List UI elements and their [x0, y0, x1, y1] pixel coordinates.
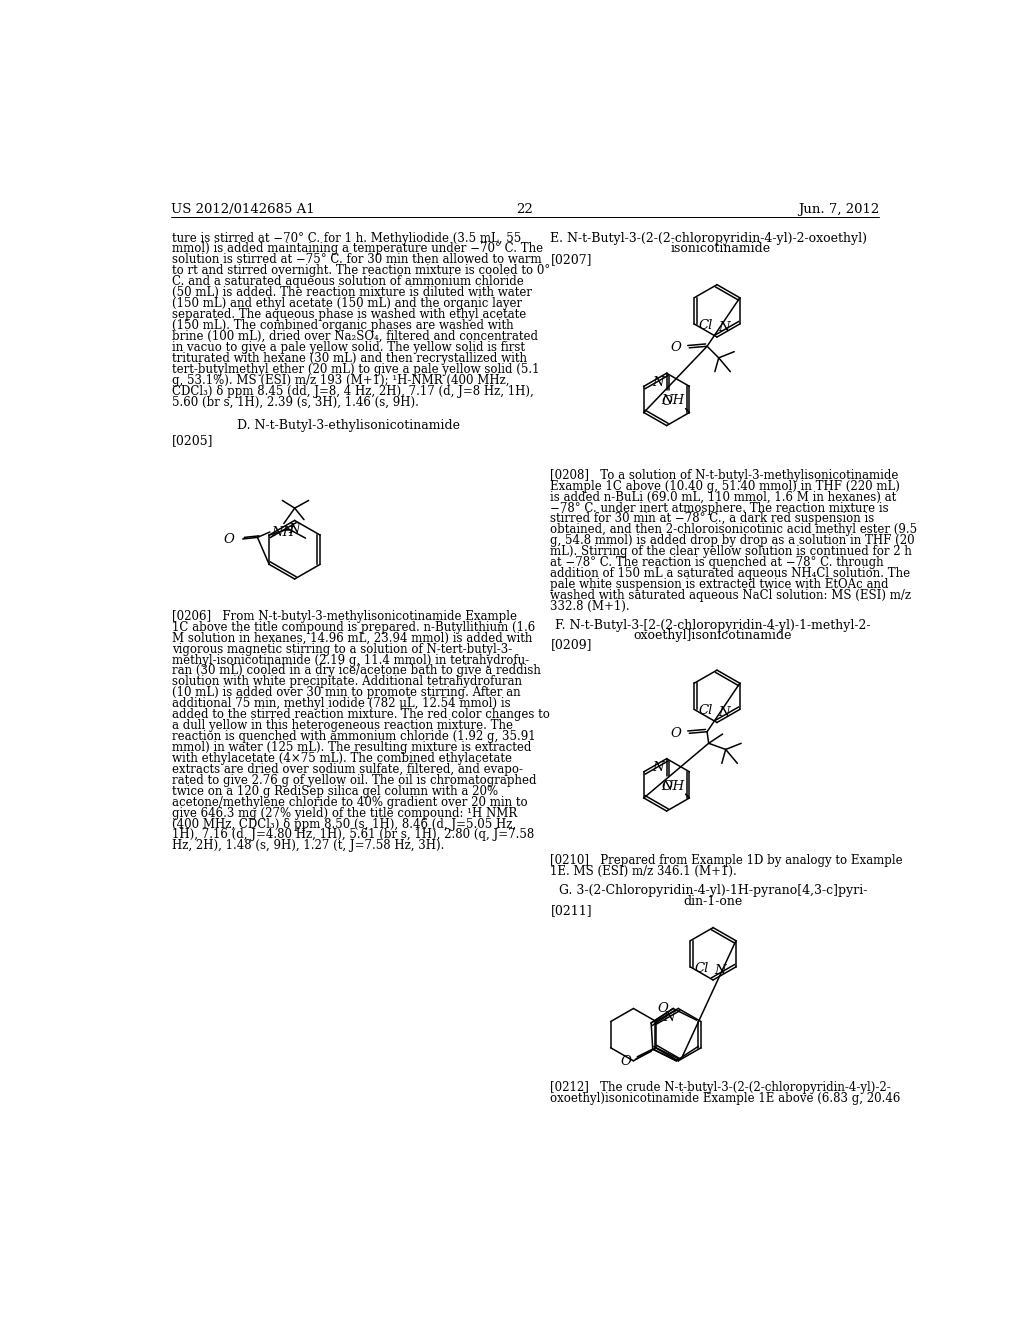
Text: O: O — [662, 780, 672, 793]
Text: O: O — [671, 342, 682, 354]
Text: (150 mL). The combined organic phases are washed with: (150 mL). The combined organic phases ar… — [172, 319, 514, 333]
Text: −78° C. under inert atmosphere. The reaction mixture is: −78° C. under inert atmosphere. The reac… — [550, 502, 889, 515]
Text: NH: NH — [660, 780, 684, 792]
Text: pale white suspension is extracted twice with EtOAc and: pale white suspension is extracted twice… — [550, 578, 889, 591]
Text: N: N — [288, 523, 300, 536]
Text: 332.8 (M+1).: 332.8 (M+1). — [550, 599, 630, 612]
Text: 1H), 7.16 (d, J=4.80 Hz, 1H), 5.61 (br s, 1H), 2.80 (q, J=7.58: 1H), 7.16 (d, J=4.80 Hz, 1H), 5.61 (br s… — [172, 829, 535, 841]
Text: D. N-t-Butyl-3-ethylisonicotinamide: D. N-t-Butyl-3-ethylisonicotinamide — [238, 418, 461, 432]
Text: 5.60 (br s, 1H), 2.39 (s, 3H), 1.46 (s, 9H).: 5.60 (br s, 1H), 2.39 (s, 3H), 1.46 (s, … — [172, 396, 419, 409]
Text: addition of 150 mL a saturated aqueous NH₄Cl solution. The: addition of 150 mL a saturated aqueous N… — [550, 568, 910, 579]
Text: M solution in hexanes, 14.96 mL, 23.94 mmol) is added with: M solution in hexanes, 14.96 mL, 23.94 m… — [172, 632, 532, 644]
Text: (50 mL) is added. The reaction mixture is diluted with water: (50 mL) is added. The reaction mixture i… — [172, 286, 532, 300]
Text: [0206]   From N-t-butyl-3-methylisonicotinamide Example: [0206] From N-t-butyl-3-methylisonicotin… — [172, 610, 517, 623]
Text: N: N — [652, 376, 664, 388]
Text: N: N — [652, 762, 664, 774]
Text: G. 3-(2-Chloropyridin-4-yl)-1H-pyrano[4,3-c]pyri-: G. 3-(2-Chloropyridin-4-yl)-1H-pyrano[4,… — [559, 884, 867, 896]
Text: triturated with hexane (30 mL) and then recrystallized with: triturated with hexane (30 mL) and then … — [172, 352, 527, 364]
Text: stirred for 30 min at −78° C., a dark red suspension is: stirred for 30 min at −78° C., a dark re… — [550, 512, 874, 525]
Text: separated. The aqueous phase is washed with ethyl acetate: separated. The aqueous phase is washed w… — [172, 308, 526, 321]
Text: Hz, 2H), 1.48 (s, 9H), 1.27 (t, J=7.58 Hz, 3H).: Hz, 2H), 1.48 (s, 9H), 1.27 (t, J=7.58 H… — [172, 840, 444, 853]
Text: vigorous magnetic stirring to a solution of N-tert-butyl-3-: vigorous magnetic stirring to a solution… — [172, 643, 512, 656]
Text: ture is stirred at −70° C. for 1 h. Methyliodide (3.5 mL, 55: ture is stirred at −70° C. for 1 h. Meth… — [172, 231, 521, 244]
Text: Cl: Cl — [694, 962, 709, 975]
Text: C. and a saturated aqueous solution of ammonium chloride: C. and a saturated aqueous solution of a… — [172, 276, 524, 288]
Text: Example 1C above (10.40 g, 51.40 mmol) in THF (220 mL): Example 1C above (10.40 g, 51.40 mmol) i… — [550, 479, 900, 492]
Text: CDCl₃) δ ppm 8.45 (dd, J=8, 4 Hz, 2H), 7.17 (d, J=8 Hz, 1H),: CDCl₃) δ ppm 8.45 (dd, J=8, 4 Hz, 2H), 7… — [172, 384, 534, 397]
Text: N: N — [715, 964, 726, 977]
Text: O: O — [657, 1002, 669, 1015]
Text: added to the stirred reaction mixture. The red color changes to: added to the stirred reaction mixture. T… — [172, 708, 550, 721]
Text: O: O — [671, 727, 682, 739]
Text: washed with saturated aqueous NaCl solution: MS (ESI) m/z: washed with saturated aqueous NaCl solut… — [550, 589, 911, 602]
Text: N: N — [664, 1011, 675, 1024]
Text: N: N — [719, 706, 730, 719]
Text: reaction is quenched with ammonium chloride (1.92 g, 35.91: reaction is quenched with ammonium chlor… — [172, 730, 536, 743]
Text: [0208]   To a solution of N-t-butyl-3-methylisonicotinamide: [0208] To a solution of N-t-butyl-3-meth… — [550, 469, 899, 482]
Text: oxoethyl)isonicotinamide Example 1E above (6.83 g, 20.46: oxoethyl)isonicotinamide Example 1E abov… — [550, 1092, 901, 1105]
Text: oxoethyl]isonicotinamide: oxoethyl]isonicotinamide — [634, 630, 793, 643]
Text: [0211]: [0211] — [550, 904, 592, 917]
Text: obtained, and then 2-chloroisonicotinic acid methyl ester (9.5: obtained, and then 2-chloroisonicotinic … — [550, 524, 918, 536]
Text: O: O — [223, 533, 234, 546]
Text: with ethylacetate (4×75 mL). The combined ethylacetate: with ethylacetate (4×75 mL). The combine… — [172, 752, 512, 764]
Text: Jun. 7, 2012: Jun. 7, 2012 — [798, 203, 879, 216]
Text: mmol) in water (125 mL). The resulting mixture is extracted: mmol) in water (125 mL). The resulting m… — [172, 741, 531, 754]
Text: N: N — [719, 321, 730, 334]
Text: (150 mL) and ethyl acetate (150 mL) and the organic layer: (150 mL) and ethyl acetate (150 mL) and … — [172, 297, 522, 310]
Text: NH: NH — [271, 525, 295, 539]
Text: 22: 22 — [516, 203, 534, 216]
Text: isonicotinamide: isonicotinamide — [671, 243, 771, 256]
Text: F. N-t-Butyl-3-[2-(2-chloropyridin-4-yl)-1-methyl-2-: F. N-t-Butyl-3-[2-(2-chloropyridin-4-yl)… — [555, 619, 870, 631]
Text: g, 54.8 mmol) is added drop by drop as a solution in THF (20: g, 54.8 mmol) is added drop by drop as a… — [550, 535, 915, 548]
Text: is added n-BuLi (69.0 mL, 110 mmol, 1.6 M in hexanes) at: is added n-BuLi (69.0 mL, 110 mmol, 1.6 … — [550, 491, 897, 503]
Text: ran (30 mL) cooled in a dry ice/acetone bath to give a reddish: ran (30 mL) cooled in a dry ice/acetone … — [172, 664, 541, 677]
Text: mmol) is added maintaining a temperature under −70° C. The: mmol) is added maintaining a temperature… — [172, 243, 544, 256]
Text: 1C above the title compound is prepared. n-Butyllithium (1.6: 1C above the title compound is prepared.… — [172, 620, 536, 634]
Text: methyl-isonicotinamide (2.19 g, 11.4 mmol) in tetrahydrofu-: methyl-isonicotinamide (2.19 g, 11.4 mmo… — [172, 653, 529, 667]
Text: Cl: Cl — [698, 319, 713, 333]
Text: to rt and stirred overnight. The reaction mixture is cooled to 0°: to rt and stirred overnight. The reactio… — [172, 264, 551, 277]
Text: Cl: Cl — [698, 705, 713, 718]
Text: a dull yellow in this heterogeneous reaction mixture. The: a dull yellow in this heterogeneous reac… — [172, 719, 513, 733]
Text: US 2012/0142685 A1: US 2012/0142685 A1 — [171, 203, 314, 216]
Text: E. N-t-Butyl-3-(2-(2-chloropyridin-4-yl)-2-oxoethyl): E. N-t-Butyl-3-(2-(2-chloropyridin-4-yl)… — [550, 231, 867, 244]
Text: give 646.3 mg (27% yield) of the title compound: ¹H NMR: give 646.3 mg (27% yield) of the title c… — [172, 807, 517, 820]
Text: (400 MHz, CDCl₃) δ ppm 8.50 (s, 1H), 8.46 (d, J=5.05 Hz,: (400 MHz, CDCl₃) δ ppm 8.50 (s, 1H), 8.4… — [172, 817, 516, 830]
Text: at −78° C. The reaction is quenched at −78° C. through: at −78° C. The reaction is quenched at −… — [550, 556, 884, 569]
Text: solution is stirred at −75° C. for 30 min then allowed to warm: solution is stirred at −75° C. for 30 mi… — [172, 253, 542, 267]
Text: mL). Stirring of the clear yellow solution is continued for 2 h: mL). Stirring of the clear yellow soluti… — [550, 545, 912, 558]
Text: twice on a 120 g RediSep silica gel column with a 20%: twice on a 120 g RediSep silica gel colu… — [172, 784, 499, 797]
Text: rated to give 2.76 g of yellow oil. The oil is chromatographed: rated to give 2.76 g of yellow oil. The … — [172, 774, 537, 787]
Text: acetone/methylene chloride to 40% gradient over 20 min to: acetone/methylene chloride to 40% gradie… — [172, 796, 527, 809]
Text: O: O — [621, 1055, 631, 1068]
Text: additional 75 min, methyl iodide (782 μL, 12.54 mmol) is: additional 75 min, methyl iodide (782 μL… — [172, 697, 511, 710]
Text: g, 53.1%). MS (ESI) m/z 193 (M+1); ¹H-NMR (400 MHz,: g, 53.1%). MS (ESI) m/z 193 (M+1); ¹H-NM… — [172, 374, 510, 387]
Text: [0205]: [0205] — [172, 434, 214, 447]
Text: O: O — [662, 395, 672, 408]
Text: [0207]: [0207] — [550, 253, 592, 267]
Text: NH: NH — [660, 395, 684, 407]
Text: 1E. MS (ESI) m/z 346.1 (M+1).: 1E. MS (ESI) m/z 346.1 (M+1). — [550, 865, 737, 878]
Text: (10 mL) is added over 30 min to promote stirring. After an: (10 mL) is added over 30 min to promote … — [172, 686, 521, 700]
Text: [0209]: [0209] — [550, 639, 592, 652]
Text: brine (100 mL), dried over Na₂SO₄, filtered and concentrated: brine (100 mL), dried over Na₂SO₄, filte… — [172, 330, 539, 343]
Text: extracts are dried over sodium sulfate, filtered, and evapo-: extracts are dried over sodium sulfate, … — [172, 763, 523, 776]
Text: [0210]   Prepared from Example 1D by analogy to Example: [0210] Prepared from Example 1D by analo… — [550, 854, 903, 867]
Text: [0212]   The crude N-t-butyl-3-(2-(2-chloropyridin-4-yl)-2-: [0212] The crude N-t-butyl-3-(2-(2-chlor… — [550, 1081, 891, 1094]
Text: tert-butylmethyl ether (20 mL) to give a pale yellow solid (5.1: tert-butylmethyl ether (20 mL) to give a… — [172, 363, 540, 376]
Text: din-1-one: din-1-one — [683, 895, 742, 908]
Text: in vacuo to give a pale yellow solid. The yellow solid is first: in vacuo to give a pale yellow solid. Th… — [172, 341, 525, 354]
Text: solution with white precipitate. Additional tetrahydrofuran: solution with white precipitate. Additio… — [172, 676, 522, 688]
